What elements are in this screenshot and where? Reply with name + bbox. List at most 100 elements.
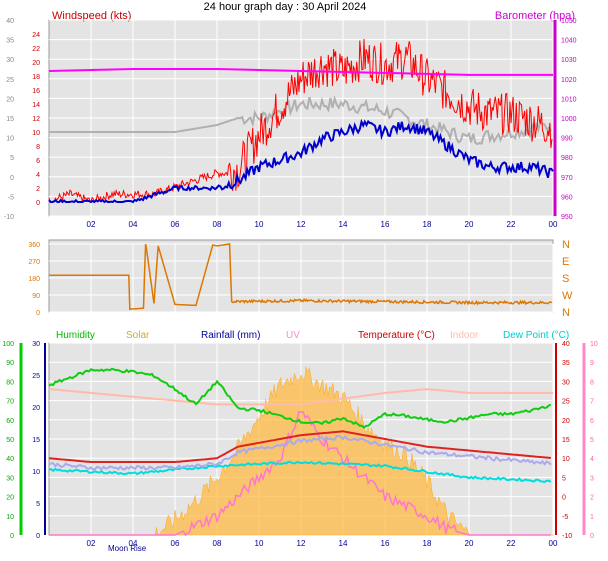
x-tick-label: 08 — [213, 220, 222, 229]
wind-panel: Windspeed (kts) Barometer (hpa) -10 -5 0 5 1… — [4, 10, 577, 229]
wind-axes: -10-505101520253035400246810121416182022… — [4, 18, 577, 229]
y-uv-tick-label: 9 — [590, 360, 594, 367]
y-humidity-tick-label: 100 — [2, 341, 14, 348]
y-temp-tick-label: 25 — [562, 399, 570, 406]
legend-item: Temperature (°C) — [358, 330, 435, 341]
y-temp-tick-label: 0 — [562, 495, 566, 502]
wind-right-label: Barometer (hpa) — [495, 10, 575, 22]
series-grey-line — [49, 95, 552, 146]
series-direction-line — [49, 243, 553, 311]
y-outer-tick-label: 25 — [6, 77, 14, 84]
y-rain-tick-label: 5 — [36, 501, 40, 508]
series-temperature-line — [48, 430, 551, 463]
y-outer-tick-label: 15 — [6, 116, 14, 123]
x-tick-label: 16 — [381, 220, 390, 229]
y-temp-tick-label: 5 — [562, 475, 566, 482]
wind-left-label: Windspeed (kts) — [52, 10, 131, 22]
y-right-tick-label: 1040 — [561, 38, 577, 45]
y-outer-tick-label: 20 — [6, 96, 14, 103]
y-right-compass-label: N — [562, 239, 570, 251]
series-gust-line — [48, 38, 553, 203]
y-inner-tick-label: 10 — [32, 130, 40, 137]
y-outer-tick-label: 10 — [6, 136, 14, 143]
conditions-axes: 0102030405060708090100051015202530-10-50… — [2, 341, 598, 548]
series-barometer-line — [48, 68, 553, 76]
x-tick-label: 04 — [129, 539, 138, 548]
y-temp-tick-label: 10 — [562, 456, 570, 463]
series-average-line — [48, 118, 554, 204]
y-outer-tick-label: 35 — [6, 38, 14, 45]
y-temp-tick-label: 30 — [562, 379, 570, 386]
y-humidity-tick-label: 10 — [6, 514, 14, 521]
x-tick-label: 18 — [423, 539, 432, 548]
y-uv-tick-label: 8 — [590, 379, 594, 386]
y-left-tick-label: 0 — [36, 310, 40, 317]
y-temp-tick-label: 35 — [562, 360, 570, 367]
y-right-compass-label: E — [562, 256, 569, 268]
y-rain-tick-label: 15 — [32, 437, 40, 444]
y-humidity-tick-label: 60 — [6, 418, 14, 425]
y-outer-tick-label: -10 — [4, 214, 14, 221]
x-tick-label: 14 — [339, 220, 348, 229]
y-inner-tick-label: 2 — [36, 186, 40, 193]
y-temp-tick-label: 15 — [562, 437, 570, 444]
y-rain-tick-label: 25 — [32, 373, 40, 380]
legend-item: Indoor — [450, 330, 479, 341]
y-uv-tick-label: 6 — [590, 418, 594, 425]
y-inner-tick-label: 24 — [32, 32, 40, 39]
y-rain-tick-label: 0 — [36, 533, 40, 540]
x-tick-label: 16 — [381, 539, 390, 548]
x-tick-label: 10 — [255, 220, 264, 229]
y-inner-tick-label: 14 — [32, 102, 40, 109]
y-right-compass-label: N — [562, 307, 570, 319]
y-rain-tick-label: 10 — [32, 469, 40, 476]
series-humidity-line — [48, 367, 552, 429]
series-dewpoint-line — [48, 460, 552, 484]
y-left-tick-label: 270 — [28, 259, 40, 266]
x-tick-label: 02 — [87, 220, 96, 229]
y-uv-tick-label: 5 — [590, 437, 594, 444]
y-uv-tick-label: 10 — [590, 341, 598, 348]
y-outer-tick-label: -5 — [8, 194, 14, 201]
legend-item: UV — [286, 330, 300, 341]
y-left-tick-label: 180 — [28, 276, 40, 283]
x-tick-label: 00 — [549, 539, 558, 548]
y-temp-tick-label: 40 — [562, 341, 570, 348]
y-uv-tick-label: 3 — [590, 475, 594, 482]
y-inner-tick-label: 22 — [32, 46, 40, 53]
y-inner-tick-label: 8 — [36, 144, 40, 151]
y-uv-tick-label: 2 — [590, 495, 594, 502]
y-right-tick-label: 950 — [561, 214, 573, 221]
direction-axes: 0 N 90 W 180 S 270 E 360 N — [28, 239, 573, 319]
y-temp-tick-label: 20 — [562, 418, 570, 425]
x-tick-label: 00 — [549, 220, 558, 229]
series-indoor-line — [48, 388, 553, 406]
y-right-tick-label: 960 — [561, 194, 573, 201]
y-right-compass-label: S — [562, 273, 569, 285]
x-tick-label: 10 — [255, 539, 264, 548]
y-humidity-tick-label: 70 — [6, 399, 14, 406]
moon-rise-label: Moon Rise — [108, 544, 147, 553]
y-temp-tick-label: -5 — [562, 514, 568, 521]
y-right-tick-label: 970 — [561, 175, 573, 182]
conditions-panel: Humidity Solar Rainfall (mm) UV Temperature … — [2, 330, 598, 553]
y-right-tick-label: 990 — [561, 136, 573, 143]
y-humidity-tick-label: 40 — [6, 456, 14, 463]
y-inner-tick-label: 6 — [36, 158, 40, 165]
legend-item: Dew Point (°C) — [503, 330, 569, 341]
y-rain-tick-label: 30 — [32, 341, 40, 348]
legend-item: Humidity — [56, 330, 95, 341]
x-tick-label: 20 — [465, 220, 474, 229]
x-tick-label: 06 — [171, 539, 180, 548]
y-right-tick-label: 1030 — [561, 57, 577, 64]
direction-series — [49, 243, 553, 311]
y-inner-tick-label: 4 — [36, 172, 40, 179]
x-tick-label: 22 — [507, 539, 516, 548]
y-inner-tick-label: 18 — [32, 74, 40, 81]
y-inner-tick-label: 20 — [32, 60, 40, 67]
y-humidity-tick-label: 20 — [6, 495, 14, 502]
y-left-tick-label: 360 — [28, 242, 40, 249]
y-outer-tick-label: 5 — [10, 155, 14, 162]
